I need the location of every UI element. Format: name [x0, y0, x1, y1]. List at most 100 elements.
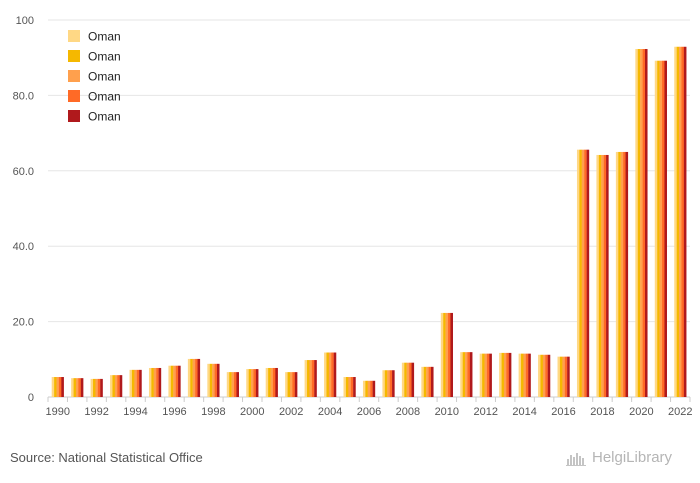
bar	[584, 149, 587, 397]
x-tick-label: 2018	[590, 406, 614, 418]
bar	[426, 366, 429, 397]
bar	[187, 358, 191, 397]
bar	[275, 367, 278, 397]
bar	[214, 363, 218, 397]
bar	[664, 60, 667, 397]
bar	[508, 352, 512, 397]
x-tick-label: 1994	[123, 406, 147, 418]
bar	[679, 46, 682, 397]
bar	[484, 353, 488, 397]
bar	[255, 369, 259, 397]
bar	[129, 369, 133, 397]
bar	[637, 49, 641, 398]
x-tick-label: 2016	[551, 406, 575, 418]
bar	[112, 375, 116, 397]
bar	[175, 365, 179, 397]
bar	[136, 369, 140, 397]
bar	[265, 367, 269, 397]
bar	[644, 49, 648, 398]
bar	[581, 149, 585, 397]
bar	[596, 154, 599, 397]
bar	[229, 372, 232, 397]
bar	[586, 149, 590, 397]
y-tick-label: 40.0	[13, 241, 34, 253]
bar	[659, 60, 663, 397]
bar	[307, 360, 310, 397]
bars	[51, 46, 687, 398]
bar	[292, 372, 295, 397]
bar	[392, 370, 395, 397]
bar	[367, 380, 371, 397]
bar	[382, 370, 385, 397]
bar	[540, 354, 544, 397]
bar	[212, 363, 215, 397]
bar	[389, 370, 393, 397]
bar	[345, 377, 349, 397]
bar	[479, 353, 483, 397]
bar	[598, 154, 602, 397]
legend-label: Oman	[88, 30, 121, 44]
x-tick-label: 2020	[629, 406, 653, 418]
bar	[170, 365, 174, 397]
bar	[253, 369, 257, 397]
bar	[467, 352, 471, 397]
bar	[635, 49, 638, 398]
bar	[151, 367, 154, 397]
legend-swatch	[68, 90, 80, 102]
bar	[110, 375, 113, 397]
bar	[460, 352, 463, 397]
x-tick-label: 1998	[201, 406, 225, 418]
bar	[521, 353, 524, 397]
bar	[71, 378, 74, 397]
bar	[411, 362, 415, 397]
bar	[270, 367, 274, 397]
x-tick-label: 2006	[357, 406, 381, 418]
legend: Oman Oman Oman Oman Oman	[68, 30, 121, 124]
x-tick-label: 2008	[396, 406, 420, 418]
bar	[501, 352, 505, 397]
bar	[90, 378, 94, 397]
bar	[428, 366, 432, 397]
bar	[314, 360, 317, 397]
bar	[153, 367, 157, 397]
bar	[423, 366, 427, 397]
bar	[657, 60, 660, 397]
bar	[78, 378, 81, 397]
bar	[401, 362, 405, 397]
bar	[195, 358, 198, 397]
bar	[445, 312, 449, 397]
bar	[131, 369, 135, 397]
legend-swatch	[68, 110, 80, 122]
bar	[606, 154, 609, 397]
bar	[156, 367, 159, 397]
bar	[430, 366, 434, 397]
bar	[294, 372, 298, 397]
bar	[640, 49, 643, 398]
bar	[324, 352, 327, 397]
bar	[246, 369, 249, 397]
bar	[343, 377, 347, 397]
bar	[231, 372, 235, 397]
bar	[603, 154, 607, 397]
bar	[545, 354, 548, 397]
bar	[503, 352, 507, 397]
bar	[207, 363, 210, 397]
bar	[350, 377, 354, 397]
bar	[469, 352, 473, 397]
bar	[309, 360, 312, 397]
bar	[538, 354, 541, 397]
bar	[615, 151, 619, 397]
bar	[95, 378, 98, 397]
bar	[404, 362, 407, 397]
bar	[642, 49, 646, 398]
bar	[51, 377, 55, 397]
bar	[528, 353, 531, 397]
x-tick-label: 2010	[435, 406, 459, 418]
bar	[523, 353, 526, 397]
bar	[328, 352, 332, 397]
bar	[58, 377, 62, 397]
x-tick-label: 2014	[512, 406, 536, 418]
bar	[542, 354, 546, 397]
bar	[80, 378, 84, 397]
bar	[681, 46, 685, 397]
